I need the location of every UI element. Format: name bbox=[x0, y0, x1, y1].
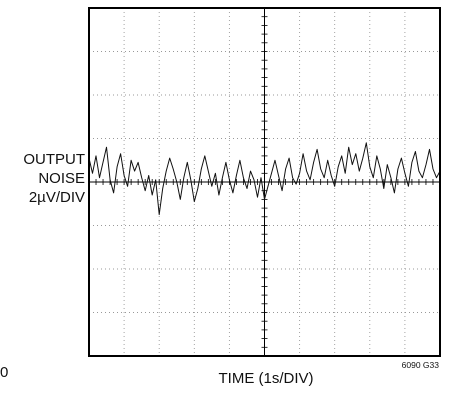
noise-trace-0 bbox=[88, 142, 441, 216]
x-axis-label: TIME (1s/DIV) bbox=[218, 370, 314, 387]
y-axis-label-line-2: NOISE bbox=[38, 170, 85, 187]
corner-label: 0 bbox=[0, 364, 9, 381]
figure-id: 6090 G33 bbox=[401, 360, 439, 370]
grid bbox=[89, 8, 440, 356]
y-axis-label-line-1: OUTPUT bbox=[23, 151, 85, 168]
plot-frame bbox=[88, 7, 441, 357]
trace-layer bbox=[88, 142, 441, 216]
y-axis-label-line-3: 2µV/DIV bbox=[28, 189, 85, 206]
